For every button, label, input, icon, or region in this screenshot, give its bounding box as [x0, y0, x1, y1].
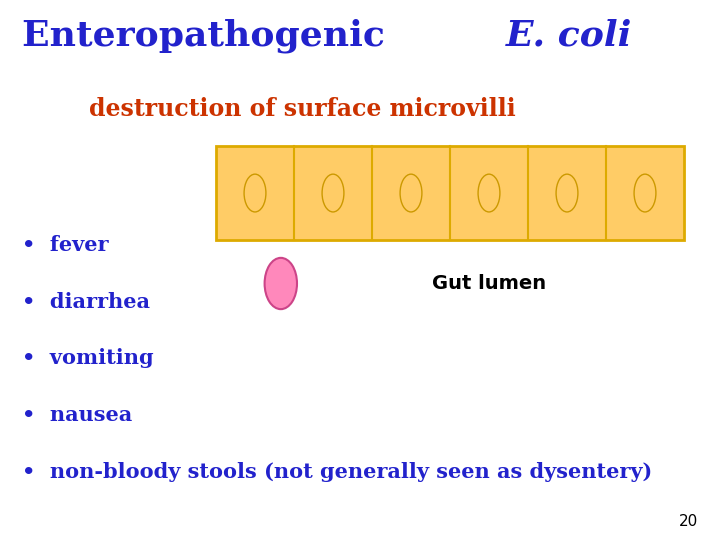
Text: •  vomiting: • vomiting	[22, 348, 153, 368]
Text: 20: 20	[679, 514, 698, 529]
Text: destruction of surface microvilli: destruction of surface microvilli	[89, 97, 516, 121]
Text: Gut lumen: Gut lumen	[432, 274, 546, 293]
Text: •  diarrhea: • diarrhea	[22, 292, 150, 312]
Text: Enteropathogenic: Enteropathogenic	[22, 19, 397, 53]
Ellipse shape	[265, 258, 297, 309]
Text: •  fever: • fever	[22, 235, 108, 255]
Text: •  non-bloody stools (not generally seen as dysentery): • non-bloody stools (not generally seen …	[22, 462, 652, 482]
Text: E. coli: E. coli	[506, 19, 632, 53]
Text: •  nausea: • nausea	[22, 405, 132, 425]
FancyBboxPatch shape	[216, 146, 684, 240]
